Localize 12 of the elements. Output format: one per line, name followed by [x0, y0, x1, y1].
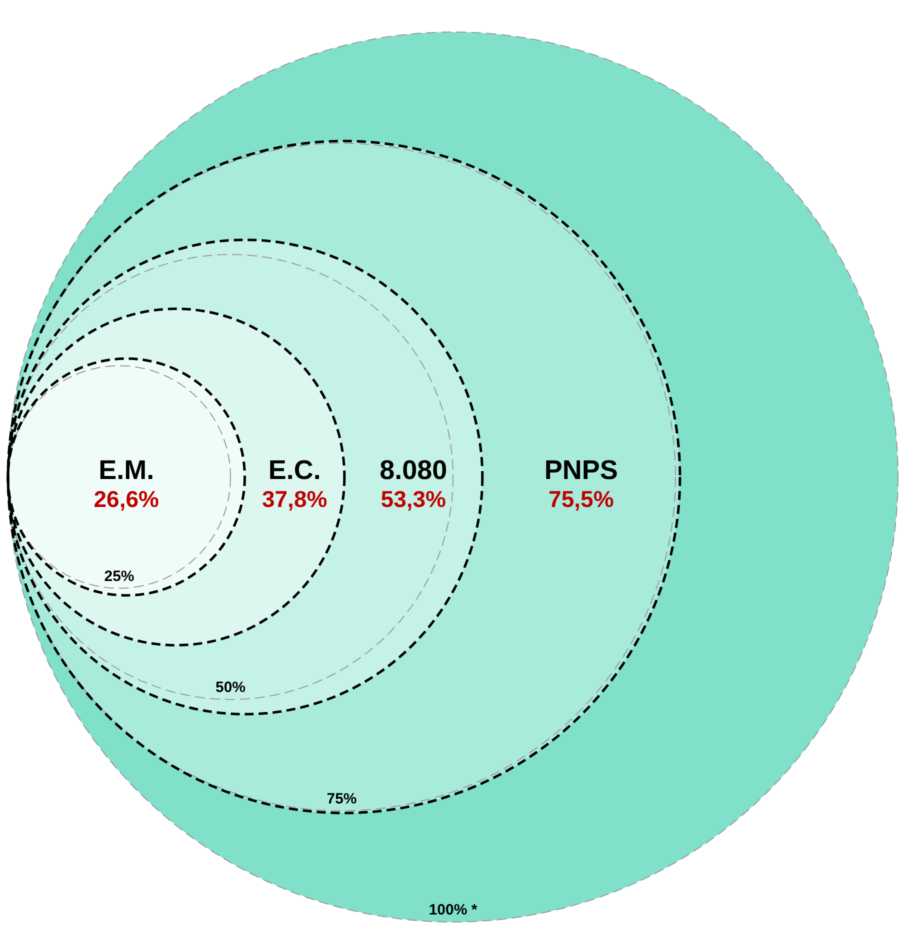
- data-label: 53,3%: [380, 486, 446, 512]
- category-label: E.C.: [268, 455, 321, 485]
- text: 50%: [215, 679, 246, 696]
- category-label: E.M.: [98, 455, 154, 485]
- data-label: 26,6%: [94, 486, 159, 512]
- text: 25%: [104, 568, 134, 585]
- text: 100% *: [428, 902, 478, 919]
- data-label: 75,5%: [548, 486, 614, 512]
- data-label: 37,8%: [262, 486, 328, 512]
- category-label: PNPS: [544, 455, 618, 485]
- category-label: 8.080: [380, 455, 448, 485]
- text: 75%: [326, 790, 357, 808]
